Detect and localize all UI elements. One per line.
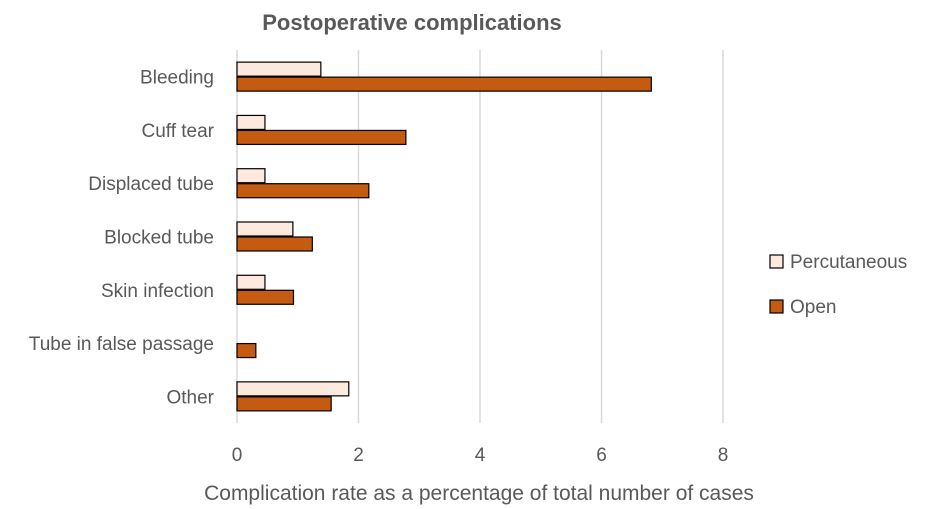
bar-percutaneous — [236, 274, 266, 290]
bar-open — [236, 342, 257, 359]
bar-percutaneous — [236, 61, 322, 77]
x-axis-title: Complication rate as a percentage of tot… — [204, 482, 754, 505]
bar-open — [236, 236, 313, 252]
category-label: Other — [166, 387, 214, 408]
category-label: Displaced tube — [88, 174, 214, 195]
x-tick-label: 8 — [718, 445, 729, 466]
x-tick-label: 0 — [232, 445, 243, 466]
legend-swatch — [769, 299, 784, 314]
category-label: Cuff tear — [141, 121, 214, 142]
gridlines — [236, 50, 724, 423]
bar-open — [236, 396, 332, 412]
legend-label: Open — [790, 297, 836, 318]
legend: Percutaneous Open — [769, 252, 907, 318]
category-labels: Bleeding Cuff tear Displaced tube Blocked t… — [29, 68, 215, 409]
bar-percutaneous — [236, 381, 350, 397]
legend-swatch — [769, 254, 784, 269]
x-tick-labels: 0 2 4 6 8 — [232, 445, 729, 466]
x-tick-label: 6 — [596, 445, 607, 466]
category-label: Skin infection — [101, 281, 214, 302]
x-tick-label: 2 — [353, 445, 364, 466]
category-label: Bleeding — [140, 68, 214, 89]
bar-percutaneous — [236, 114, 266, 131]
bar-open — [236, 183, 370, 199]
category-label: Blocked tube — [104, 228, 214, 249]
bar-open — [236, 289, 295, 305]
bar-percutaneous — [236, 168, 266, 184]
bar-percutaneous — [236, 221, 294, 237]
category-label: Tube in false passage — [29, 334, 214, 355]
chart-title: Postoperative complications — [262, 10, 562, 35]
bars — [236, 61, 652, 412]
legend-label: Percutaneous — [790, 252, 907, 273]
bar-open — [236, 76, 652, 92]
x-tick-label: 4 — [475, 445, 486, 466]
bar-open — [236, 129, 407, 146]
